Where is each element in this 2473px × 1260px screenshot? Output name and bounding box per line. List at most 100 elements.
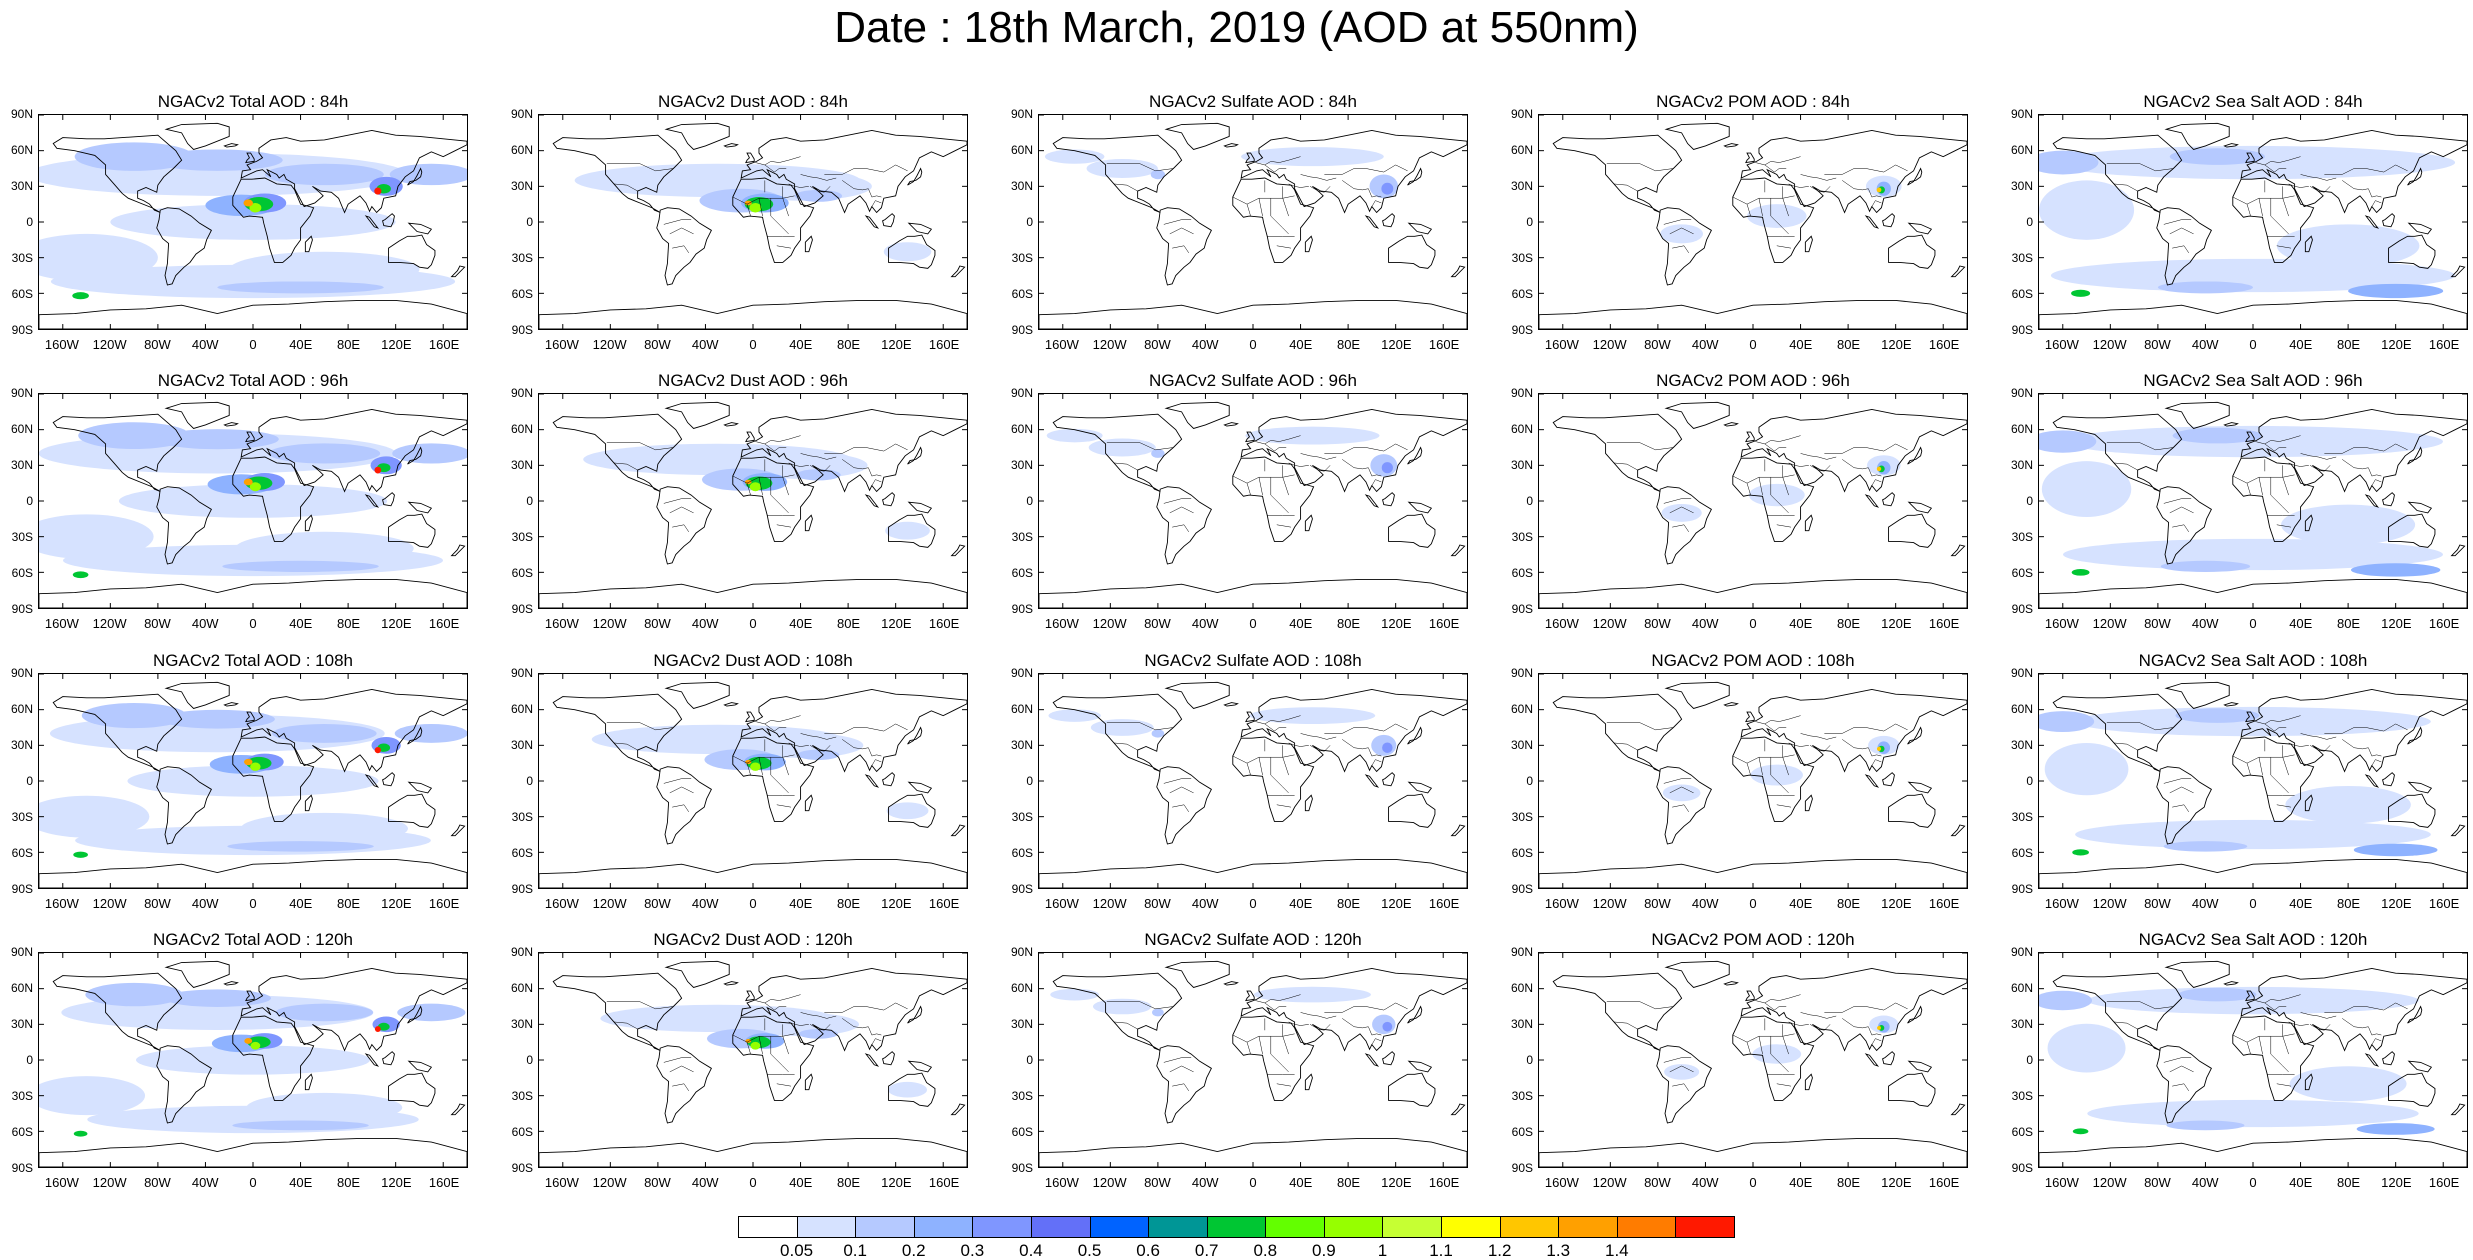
coastline	[2052, 693, 2183, 772]
coastline	[245, 990, 255, 1002]
coastline	[664, 681, 730, 709]
lat-tick-label: 90S	[2011, 1161, 2033, 1175]
lon-tick-label: 160W	[544, 616, 579, 631]
coastline	[723, 981, 739, 986]
lon-tick-label: 40W	[1691, 337, 1719, 352]
coastline	[1732, 1015, 1815, 1101]
country-border	[2163, 1057, 2192, 1063]
coastline	[450, 824, 466, 837]
coastline	[388, 793, 436, 828]
country-border	[1606, 442, 1674, 451]
country-border	[663, 219, 692, 225]
world-map	[538, 952, 968, 1168]
coastline	[864, 215, 880, 229]
coastline	[804, 514, 813, 532]
lon-tick-label: 80E	[836, 1175, 861, 1190]
coastline	[1723, 702, 1739, 707]
lon-tick-label: 160E	[928, 896, 960, 911]
map-panel-dust-2: NGACv2 Dust AOD : 96h	[538, 371, 968, 621]
country-border	[1732, 1033, 1795, 1043]
colorbar-swatch	[1030, 1216, 1091, 1238]
country-border	[1770, 494, 1789, 514]
aerosol-field	[2356, 1123, 2435, 1135]
aerosol-field	[110, 204, 396, 240]
lon-tick-label: 0	[2249, 896, 2257, 911]
lon-tick-label: 80E	[336, 1175, 361, 1190]
coastline	[907, 1005, 923, 1024]
country-border	[1746, 204, 1751, 217]
country-border	[2282, 198, 2289, 217]
country-border	[842, 459, 869, 470]
colorbar-swatch	[796, 1216, 857, 1238]
country-border	[2324, 443, 2408, 454]
coastline	[2039, 579, 2467, 608]
country-border	[1371, 200, 1382, 207]
country-border	[782, 477, 789, 496]
country-border	[1324, 443, 1408, 454]
coastline	[1882, 1051, 1895, 1066]
country-border	[782, 198, 789, 217]
lat-tick-label: 30N	[1010, 179, 1033, 193]
country-border	[1868, 467, 1882, 477]
country-border	[2270, 1053, 2289, 1073]
country-border	[1300, 453, 1337, 460]
coastline	[1745, 431, 1755, 443]
lon-tick-label: 40E	[1289, 896, 1313, 911]
country-border	[1258, 477, 1263, 496]
country-border	[1809, 186, 1831, 193]
coastline	[1382, 772, 1395, 787]
aerosol-field	[1152, 1008, 1164, 1017]
coastline	[232, 456, 315, 542]
lat-tick-label: 90N	[10, 386, 33, 400]
lon-tick-label: 160E	[2428, 337, 2460, 352]
country-border	[1800, 733, 1837, 740]
lon-tick-label: 120W	[1592, 616, 1627, 631]
country-border	[1868, 1026, 1882, 1036]
country-border	[770, 215, 789, 235]
aerosol-field	[1876, 187, 1882, 193]
map-panel-total-4: NGACv2 Total AOD : 120h	[38, 930, 468, 1180]
coastline	[2407, 781, 2433, 794]
lon-tick-label: 80W	[2144, 1175, 2171, 1190]
country-border	[1663, 778, 1692, 784]
lat-tick-label: 30N	[10, 458, 33, 472]
coastline	[1407, 501, 1433, 514]
world-map	[1038, 952, 1468, 1168]
map-panel-seasalt-2: NGACv2 Sea Salt AOD : 96h	[2038, 371, 2468, 621]
country-border	[663, 1057, 692, 1063]
country-border	[809, 186, 831, 193]
lon-tick-label: 120E	[2381, 896, 2412, 911]
lon-tick-label: 160E	[928, 1175, 960, 1190]
coastline	[407, 501, 433, 514]
country-border	[2169, 1065, 2194, 1073]
aerosol-field	[2050, 258, 2456, 293]
lat-tick-label: 60N	[510, 702, 533, 716]
country-border	[1270, 215, 1289, 235]
map-canvas	[539, 953, 967, 1167]
panel-title: NGACv2 Sulfate AOD : 108h	[1144, 651, 1362, 670]
country-border	[2255, 156, 2301, 166]
country-border	[2113, 1021, 2138, 1030]
coastline	[1723, 981, 1739, 986]
aerosol-field	[2160, 560, 2251, 572]
lat-tick-label: 90N	[2010, 386, 2033, 400]
coastline	[552, 972, 683, 1051]
country-border	[788, 462, 809, 467]
lat-tick-label: 90S	[1011, 1161, 1033, 1175]
coastline	[382, 492, 395, 507]
country-border	[2276, 245, 2292, 249]
country-border	[1163, 219, 1192, 225]
country-border	[800, 453, 837, 460]
coastline	[1907, 726, 1923, 745]
coastline	[656, 207, 712, 286]
lat-tick-label: 30N	[2010, 1017, 2033, 1031]
lon-tick-label: 120W	[1592, 337, 1627, 352]
lon-tick-label: 80W	[2144, 896, 2171, 911]
lon-tick-label: 80W	[144, 337, 171, 352]
lat-tick-label: 60N	[10, 422, 33, 436]
country-border	[800, 174, 837, 181]
lat-tick-label: 30N	[1510, 458, 1533, 472]
country-border	[1824, 723, 1908, 734]
colorbar-label: 0.5	[1077, 1241, 1102, 1260]
country-border	[1871, 479, 1882, 486]
